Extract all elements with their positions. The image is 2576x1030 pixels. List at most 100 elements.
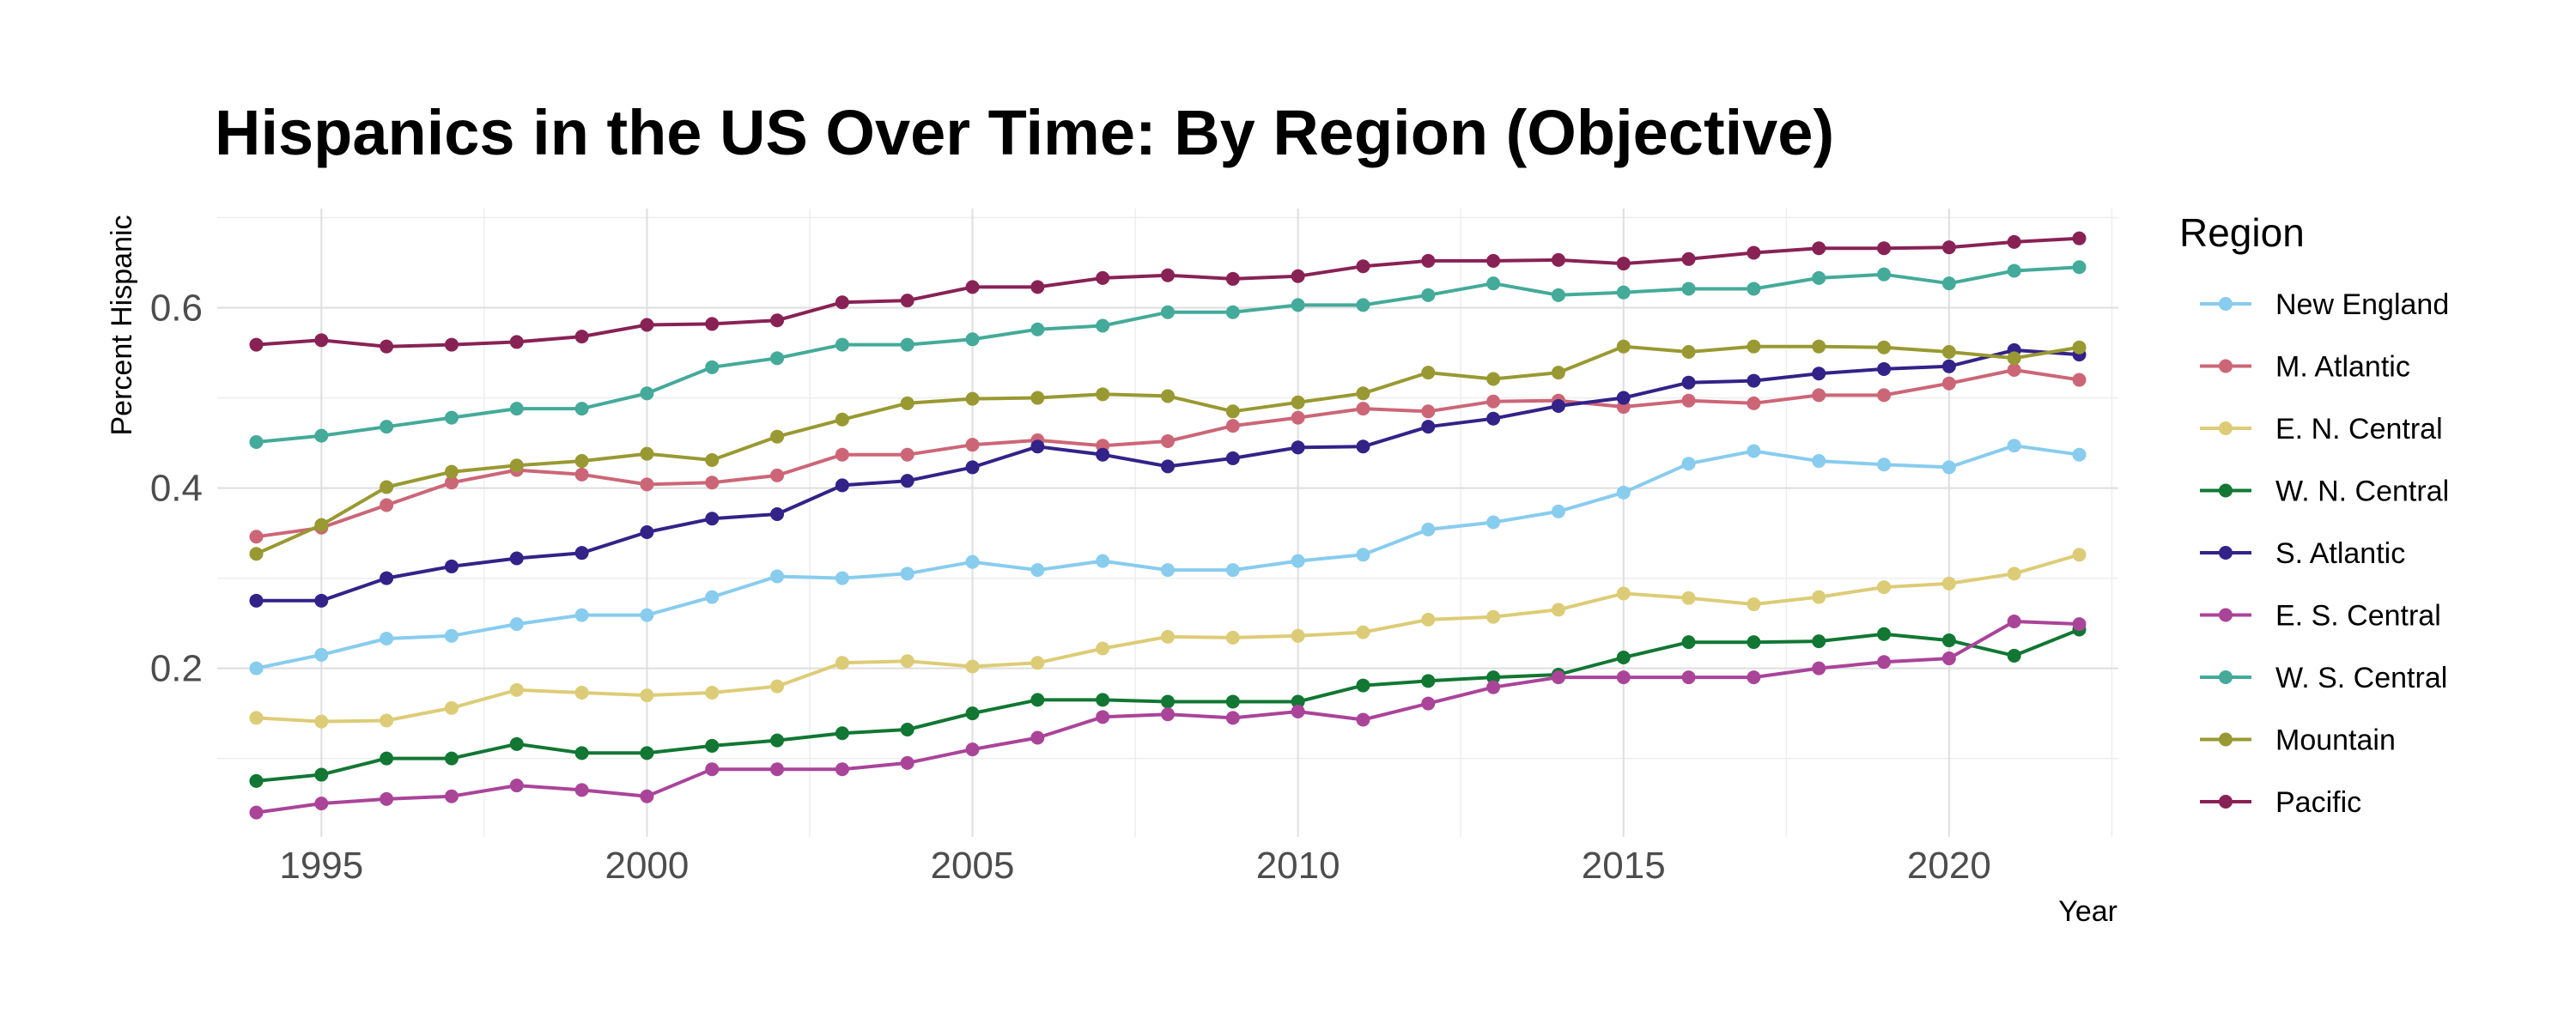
legend-label: New England (2275, 288, 2449, 321)
data-point (509, 736, 524, 751)
data-point (1747, 339, 1761, 354)
data-point (1291, 410, 1305, 425)
data-point (1161, 268, 1175, 282)
data-point (1096, 447, 1110, 462)
series-mountain (249, 339, 2087, 561)
data-point (1030, 280, 1045, 294)
data-point (640, 446, 654, 461)
data-point (965, 706, 980, 721)
data-point (1551, 252, 1565, 267)
data-point (509, 682, 524, 697)
data-point (380, 751, 394, 766)
data-point (835, 726, 849, 741)
data-point (1941, 376, 1956, 391)
data-point (249, 711, 264, 725)
data-point (1161, 707, 1175, 722)
legend-key-point (2219, 421, 2233, 435)
data-point (1030, 563, 1045, 578)
data-point (1161, 305, 1175, 319)
data-point (640, 688, 654, 703)
data-point (1421, 404, 1436, 419)
data-point (1421, 522, 1436, 536)
data-point (1161, 563, 1175, 578)
data-point (1747, 396, 1761, 410)
data-point (1356, 402, 1370, 416)
data-point (314, 333, 329, 348)
y-axis-label: Percent Hispanic (106, 215, 138, 435)
data-point (1096, 693, 1110, 707)
data-point (314, 428, 329, 443)
data-point (380, 339, 394, 354)
data-point (2007, 439, 2021, 453)
data-point (1812, 454, 1826, 469)
data-point (2007, 234, 2021, 249)
y-axis-ticks: 0.2 0.4 0.6 (150, 288, 203, 690)
data-point (1812, 367, 1826, 381)
data-point (1225, 404, 1240, 419)
data-point (835, 478, 849, 493)
data-point (249, 661, 264, 676)
data-point (1616, 586, 1631, 601)
x-tick-label: 2020 (1907, 845, 1991, 887)
data-point (1551, 288, 1565, 302)
data-point (2007, 351, 2021, 366)
data-point (444, 628, 459, 643)
data-point (314, 518, 329, 532)
data-point (770, 762, 785, 777)
data-point (444, 476, 459, 490)
data-point (574, 783, 589, 797)
data-point (1941, 651, 1956, 666)
legend-item-w-n-central: W. N. Central (2200, 476, 2449, 508)
data-point (900, 723, 914, 737)
data-point (444, 700, 459, 715)
data-point (380, 571, 394, 585)
data-point (705, 317, 720, 331)
series-e-s-central (249, 614, 2087, 820)
data-point (835, 571, 849, 585)
data-point (444, 337, 459, 352)
data-point (509, 458, 524, 473)
data-point (640, 318, 654, 332)
data-point (1551, 398, 1565, 413)
data-point (314, 647, 329, 662)
data-point (1747, 635, 1761, 650)
y-tick-label: 0.2 (150, 648, 203, 690)
data-point (705, 512, 720, 526)
data-point (380, 631, 394, 645)
legend-item-pacific: Pacific (2200, 786, 2361, 819)
data-point (2072, 340, 2087, 354)
legend-key-point (2219, 670, 2233, 684)
data-point (1812, 634, 1826, 649)
data-point (705, 762, 720, 777)
data-point (1812, 388, 1826, 403)
data-point (1096, 710, 1110, 724)
data-point (249, 435, 264, 450)
data-point (1291, 269, 1305, 283)
data-point (249, 547, 264, 561)
data-point (770, 733, 785, 748)
data-point (574, 454, 589, 469)
data-point (1291, 298, 1305, 312)
data-point (640, 746, 654, 760)
data-point (965, 332, 980, 347)
data-point (1486, 411, 1501, 426)
series-line (256, 348, 2080, 603)
data-point (1291, 705, 1305, 719)
data-point (1421, 253, 1436, 268)
series-pacific (249, 231, 2087, 354)
data-point (965, 391, 980, 406)
data-point (770, 679, 785, 694)
data-point (1941, 344, 1956, 359)
data-point (1356, 712, 1370, 727)
data-point (1681, 635, 1696, 650)
data-point (1616, 651, 1631, 665)
data-point (1877, 267, 1892, 282)
data-point (1877, 340, 1892, 354)
data-point (770, 468, 785, 482)
data-point (1030, 656, 1045, 670)
data-point (1356, 678, 1370, 693)
data-point (1812, 661, 1826, 676)
data-point (1941, 633, 1956, 648)
